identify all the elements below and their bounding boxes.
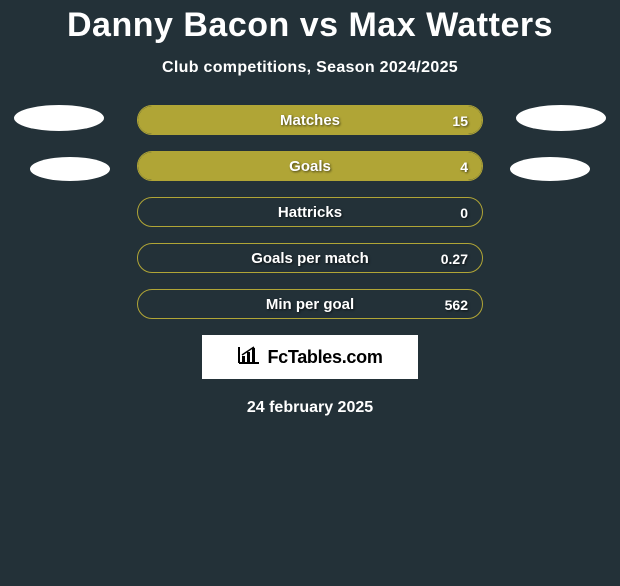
player-left-ellipse-2 [30,157,110,181]
stat-label: Goals [138,152,482,181]
stat-value: 0.27 [441,244,468,273]
page-title: Danny Bacon vs Max Watters [0,6,620,45]
stat-row: Matches 15 [137,105,483,135]
subtitle: Club competitions, Season 2024/2025 [0,59,620,77]
date-line: 24 february 2025 [0,399,620,417]
player-left-ellipse-1 [14,105,104,131]
stats-area: Matches 15 Goals 4 Hattricks 0 Goals per… [0,105,620,319]
bar-chart-icon [237,345,261,370]
fctables-logo: FcTables.com [202,335,418,379]
stat-row: Hattricks 0 [137,197,483,227]
stat-value: 562 [445,290,468,319]
stat-row: Goals 4 [137,151,483,181]
stat-value: 15 [452,106,468,135]
stat-bars: Matches 15 Goals 4 Hattricks 0 Goals per… [137,105,483,319]
player-right-ellipse-1 [516,105,606,131]
stat-value: 4 [460,152,468,181]
logo-text: FcTables.com [267,347,382,368]
stat-label: Hattricks [138,198,482,227]
stat-row: Min per goal 562 [137,289,483,319]
player-right-ellipse-2 [510,157,590,181]
stat-label: Matches [138,106,482,135]
stat-row: Goals per match 0.27 [137,243,483,273]
stat-value: 0 [460,198,468,227]
stat-label: Min per goal [138,290,482,319]
stat-label: Goals per match [138,244,482,273]
